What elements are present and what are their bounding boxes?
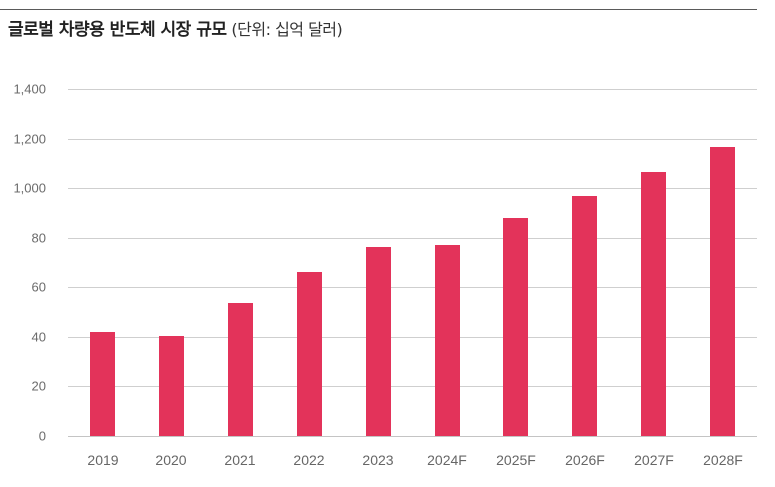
bar-2025F: [503, 218, 528, 436]
x-tick-label: 2025F: [496, 452, 536, 468]
y-tick-label: 1,400: [13, 81, 46, 97]
bar-2022: [297, 272, 322, 436]
y-tick-label: 1,200: [13, 131, 46, 147]
gridline: [68, 386, 757, 387]
gridline: [68, 238, 757, 239]
bar-2023: [366, 247, 391, 436]
y-tick-label: 1,000: [13, 180, 46, 196]
x-tick-label: 2024F: [427, 452, 467, 468]
gridline: [68, 436, 757, 437]
bar-2020: [159, 336, 184, 436]
y-tick-label: 0: [38, 428, 46, 444]
bar-2024F: [435, 245, 460, 436]
bar-2027F: [641, 172, 666, 436]
gridline: [68, 287, 757, 288]
gridline: [68, 139, 757, 140]
gridline: [68, 337, 757, 338]
x-tick-label: 2020: [155, 452, 187, 468]
bar-2028F: [710, 147, 735, 436]
y-tick-label: 80: [31, 230, 46, 246]
x-tick-label: 2027F: [634, 452, 674, 468]
x-tick-label: 2028F: [703, 452, 743, 468]
x-tick-label: 2022: [293, 452, 325, 468]
y-tick-label: 20: [31, 378, 46, 394]
x-tick-label: 2026F: [565, 452, 605, 468]
chart-title-unit: (단위: 십억 달러): [231, 20, 343, 39]
x-tick-label: 2023: [362, 452, 394, 468]
bar-2026F: [572, 196, 597, 436]
chart-title-main: 글로벌 차량용 반도체 시장 규모: [8, 20, 227, 40]
bar-2019: [90, 332, 115, 436]
gridline: [68, 89, 757, 90]
y-tick-label: 40: [31, 329, 46, 345]
x-tick-label: 2019: [87, 452, 119, 468]
gridline: [68, 188, 757, 189]
x-tick-label: 2021: [224, 452, 256, 468]
y-tick-label: 60: [31, 279, 46, 295]
top-rule: [0, 9, 757, 10]
chart-title: 글로벌 차량용 반도체 시장 규모 (단위: 십억 달러): [8, 15, 343, 40]
bar-2021: [228, 303, 253, 436]
